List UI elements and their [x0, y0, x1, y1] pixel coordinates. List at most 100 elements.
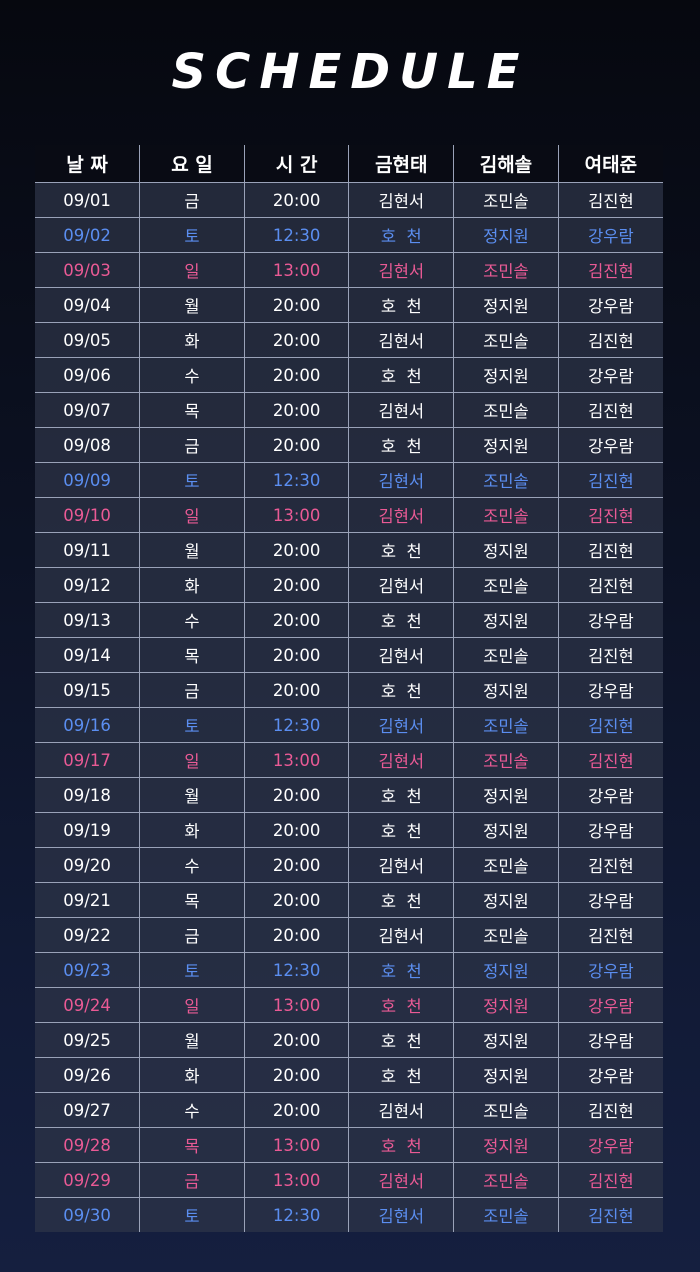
cell-time: 12:30	[243, 462, 350, 498]
cell-person-3: 강우람	[557, 217, 663, 253]
table-row: 09/28 목 13:00 호 천 정지원 강우람	[35, 1127, 663, 1163]
table-row: 09/15 금 20:00 호 천 정지원 강우람	[35, 672, 663, 708]
cell-time: 20:00	[243, 917, 350, 953]
cell-person-1: 김현서	[348, 742, 455, 778]
cell-person-3: 강우람	[557, 882, 663, 918]
cell-date: 09/03	[35, 252, 141, 288]
cell-person-2: 조민솔	[453, 917, 559, 953]
cell-person-3: 김진현	[557, 917, 663, 953]
cell-date: 09/20	[35, 847, 141, 883]
table-row: 09/19 화 20:00 호 천 정지원 강우람	[35, 812, 663, 848]
table-row: 09/23 토 12:30 호 천 정지원 강우람	[35, 952, 663, 988]
cell-date: 09/21	[35, 882, 141, 918]
table-row: 09/26 화 20:00 호 천 정지원 강우람	[35, 1057, 663, 1093]
cell-person-1: 김현서	[348, 182, 455, 218]
cell-date: 09/09	[35, 462, 141, 498]
cell-time: 20:00	[243, 287, 350, 323]
cell-date: 09/02	[35, 217, 141, 253]
cell-day: 일	[139, 252, 245, 288]
cell-person-2: 조민솔	[453, 497, 559, 533]
cell-time: 20:00	[243, 357, 350, 393]
cell-person-3: 김진현	[557, 462, 663, 498]
cell-person-3: 강우람	[557, 427, 663, 463]
cell-person-3: 강우람	[557, 602, 663, 638]
cell-day: 수	[139, 357, 245, 393]
cell-time: 20:00	[243, 672, 350, 708]
cell-date: 09/11	[35, 532, 141, 568]
cell-day: 금	[139, 1162, 245, 1198]
cell-time: 20:00	[243, 602, 350, 638]
cell-day: 월	[139, 532, 245, 568]
cell-person-1: 김현서	[348, 392, 455, 428]
cell-person-3: 강우람	[557, 287, 663, 323]
table-row: 09/18 월 20:00 호 천 정지원 강우람	[35, 777, 663, 813]
table-row: 09/21 목 20:00 호 천 정지원 강우람	[35, 882, 663, 918]
cell-time: 12:30	[243, 707, 350, 743]
cell-date: 09/17	[35, 742, 141, 778]
cell-day: 금	[139, 427, 245, 463]
cell-person-3: 강우람	[557, 987, 663, 1023]
cell-person-2: 정지원	[453, 987, 559, 1023]
cell-person-3: 강우람	[557, 672, 663, 708]
cell-date: 09/08	[35, 427, 141, 463]
cell-date: 09/19	[35, 812, 141, 848]
cell-day: 목	[139, 882, 245, 918]
cell-person-1: 호 천	[348, 357, 455, 393]
cell-person-1: 김현서	[348, 567, 455, 603]
cell-time: 20:00	[243, 1092, 350, 1128]
cell-person-3: 김진현	[557, 392, 663, 428]
cell-date: 09/22	[35, 917, 141, 953]
cell-date: 09/27	[35, 1092, 141, 1128]
cell-time: 20:00	[243, 567, 350, 603]
table-row: 09/04 월 20:00 호 천 정지원 강우람	[35, 287, 663, 323]
cell-person-1: 호 천	[348, 217, 455, 253]
cell-day: 토	[139, 1197, 245, 1232]
cell-day: 일	[139, 742, 245, 778]
cell-person-3: 김진현	[557, 742, 663, 778]
cell-time: 13:00	[243, 252, 350, 288]
cell-date: 09/23	[35, 952, 141, 988]
header-date: 날 짜	[35, 145, 141, 183]
cell-person-3: 강우람	[557, 777, 663, 813]
cell-person-2: 정지원	[453, 217, 559, 253]
cell-time: 20:00	[243, 847, 350, 883]
cell-time: 13:00	[243, 497, 350, 533]
cell-person-2: 조민솔	[453, 637, 559, 673]
cell-person-2: 조민솔	[453, 1197, 559, 1232]
cell-person-1: 호 천	[348, 812, 455, 848]
cell-day: 목	[139, 392, 245, 428]
header-person-1: 금현태	[348, 145, 455, 183]
cell-person-2: 정지원	[453, 532, 559, 568]
cell-person-2: 정지원	[453, 357, 559, 393]
cell-person-1: 김현서	[348, 1197, 455, 1232]
cell-person-1: 호 천	[348, 287, 455, 323]
cell-date: 09/15	[35, 672, 141, 708]
table-row: 09/05 화 20:00 김현서 조민솔 김진현	[35, 322, 663, 358]
cell-person-2: 정지원	[453, 672, 559, 708]
cell-day: 금	[139, 672, 245, 708]
cell-person-2: 조민솔	[453, 567, 559, 603]
table-row: 09/08 금 20:00 호 천 정지원 강우람	[35, 427, 663, 463]
cell-date: 09/25	[35, 1022, 141, 1058]
cell-date: 09/14	[35, 637, 141, 673]
cell-time: 20:00	[243, 182, 350, 218]
cell-day: 화	[139, 322, 245, 358]
table-row: 09/27 수 20:00 김현서 조민솔 김진현	[35, 1092, 663, 1128]
table-row: 09/07 목 20:00 김현서 조민솔 김진현	[35, 392, 663, 428]
cell-time: 12:30	[243, 952, 350, 988]
cell-time: 13:00	[243, 1127, 350, 1163]
cell-person-1: 호 천	[348, 777, 455, 813]
cell-time: 20:00	[243, 882, 350, 918]
cell-day: 일	[139, 497, 245, 533]
cell-date: 09/06	[35, 357, 141, 393]
cell-time: 20:00	[243, 1057, 350, 1093]
cell-time: 13:00	[243, 1162, 350, 1198]
table-row: 09/16 토 12:30 김현서 조민솔 김진현	[35, 707, 663, 743]
cell-date: 09/07	[35, 392, 141, 428]
cell-person-2: 정지원	[453, 1127, 559, 1163]
cell-person-2: 조민솔	[453, 1092, 559, 1128]
cell-time: 13:00	[243, 742, 350, 778]
cell-person-3: 강우람	[557, 812, 663, 848]
cell-person-2: 조민솔	[453, 847, 559, 883]
cell-time: 20:00	[243, 777, 350, 813]
